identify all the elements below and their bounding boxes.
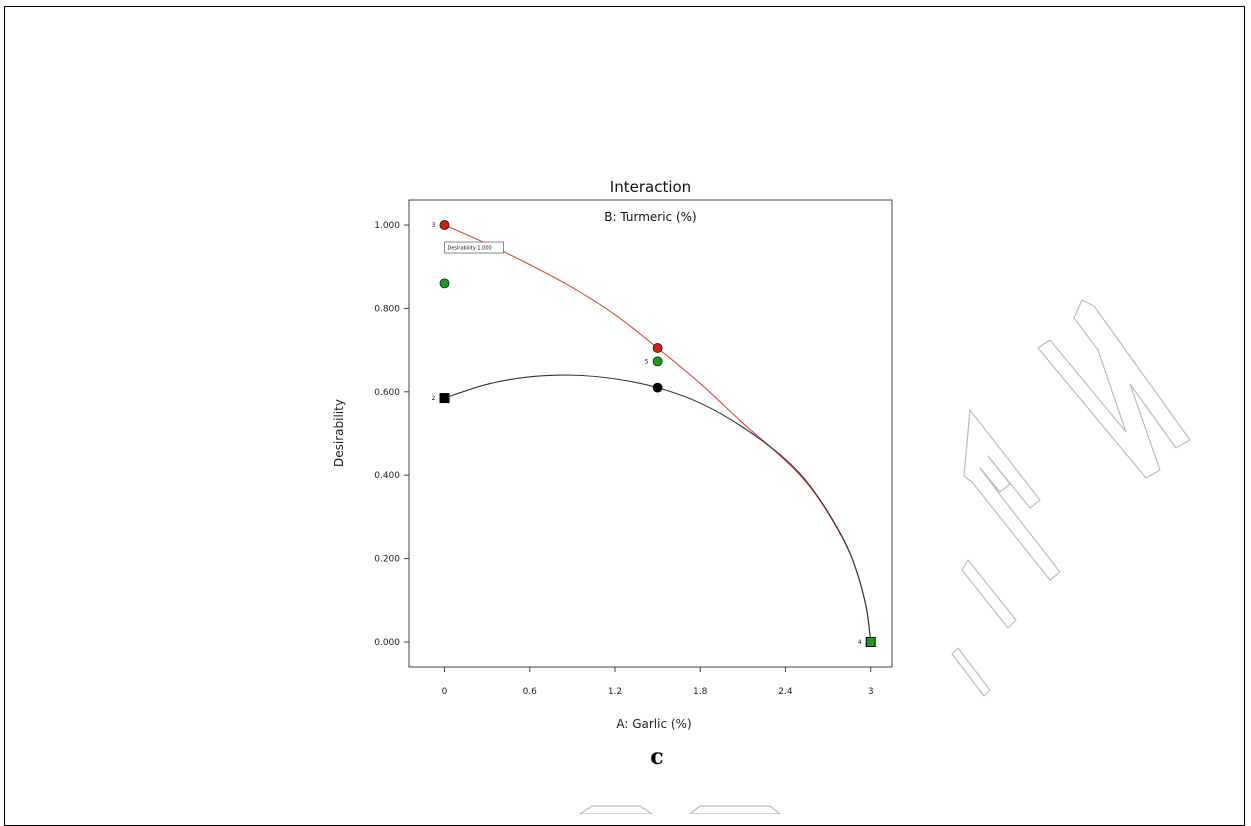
x-tick-label: 2.4 [778,687,793,697]
y-axis: 0.000 0.200 0.400 0.600 0.800 1.000 [374,221,409,648]
annotation-box [444,241,504,254]
desirability-annotation: Desirability 1.000 [444,241,504,254]
design-point [439,393,450,404]
points-layer: 3 2 5 4 [432,220,876,647]
y-tick-label: 0.800 [374,304,400,314]
y-axis-title: Desirability [332,399,346,467]
y-tick-label: 0.000 [374,638,400,648]
x-tick-label: 0 [442,687,448,697]
watermark-shape [689,805,781,814]
y-tick-label: 0.600 [374,388,400,398]
x-axis-title: A: Garlic (%) [616,717,691,731]
y-tick-label: 0.400 [374,471,400,481]
x-tick-label: 3 [868,687,874,697]
design-point [652,356,663,367]
series-layer [444,224,872,643]
design-point [439,278,450,289]
annotation-text: Desirability 1.000 [448,246,492,252]
series-line-high [444,224,872,643]
plot-area [408,199,893,668]
design-point [865,636,876,647]
design-point [439,220,450,230]
chart-title: Interaction [610,178,691,196]
watermark-shape [1037,299,1191,479]
x-tick-label: 0.6 [523,687,538,697]
y-tick-label: 1.000 [374,221,400,231]
x-axis: 0 0.6 1.2 1.8 2.4 3 [442,667,874,697]
point-count-label: 3 [432,222,436,229]
watermark-shape [961,559,1017,629]
point-count-label: 2 [432,395,436,402]
x-tick-label: 1.8 [693,687,708,697]
point-count-label: 5 [645,358,649,365]
design-point [652,343,663,353]
watermark-shape [951,647,991,697]
factor-label: B: Turmeric (%) [604,210,696,224]
y-tick-label: 0.200 [374,555,400,565]
watermark-shape [963,409,1061,581]
design-point [652,382,663,393]
preview-watermark [579,299,1191,814]
series-line-low [444,374,872,643]
panel-letter: c [650,744,663,770]
x-tick-label: 1.2 [608,687,622,697]
watermark-shape [579,805,653,814]
point-count-label: 4 [858,639,862,646]
